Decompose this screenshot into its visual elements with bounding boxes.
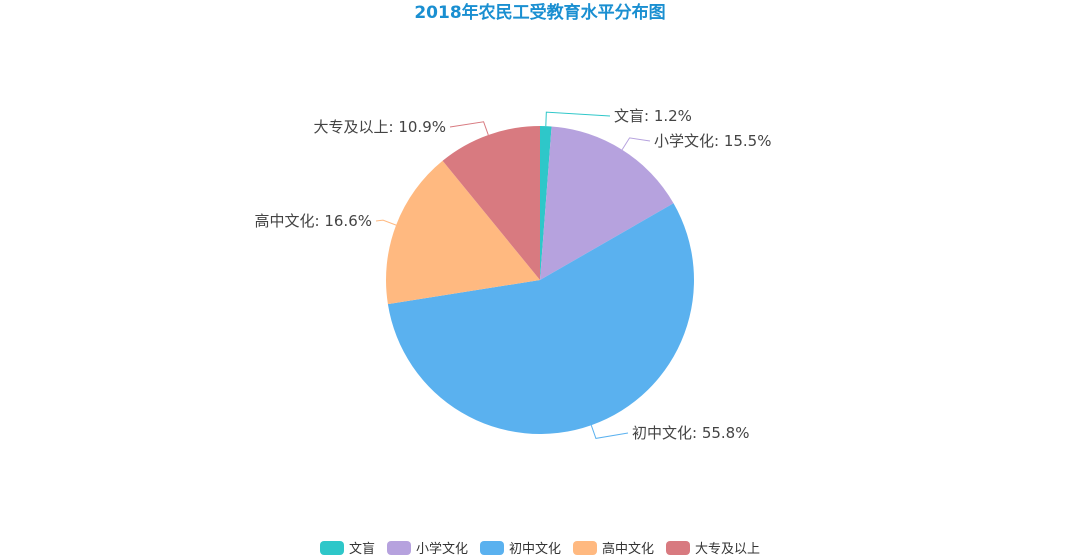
legend-item-junior[interactable]: 初中文化 bbox=[479, 538, 561, 557]
legend-label: 大专及以上 bbox=[695, 542, 761, 557]
leader-line bbox=[375, 219, 397, 226]
legend-item-primary[interactable]: 小学文化 bbox=[386, 538, 468, 557]
legend-swatch-icon bbox=[479, 540, 504, 555]
leader-line bbox=[621, 137, 651, 150]
legend-label: 文盲 bbox=[348, 542, 375, 557]
slice-label: 高中文化: 16.6% bbox=[255, 212, 372, 230]
pie-slice[interactable] bbox=[386, 160, 540, 305]
legend-item-senior[interactable]: 高中文化 bbox=[573, 538, 654, 557]
pie-slice[interactable] bbox=[540, 126, 674, 280]
leader-line bbox=[590, 425, 629, 439]
legend-label: 初中文化 bbox=[508, 542, 561, 557]
slice-label: 小学文化: 15.5% bbox=[654, 132, 771, 150]
legend-item-wenmang[interactable]: 文盲 bbox=[319, 538, 375, 557]
legend-label: 高中文化 bbox=[602, 542, 655, 557]
legend-swatch-icon bbox=[666, 540, 691, 555]
pie-slice[interactable] bbox=[442, 126, 540, 280]
chart-title: 2018年农民工受教育水平分布图 bbox=[414, 3, 666, 23]
legend-label: 小学文化 bbox=[415, 542, 468, 557]
legend-swatch-icon bbox=[319, 540, 344, 555]
slice-label: 大专及以上: 10.9% bbox=[314, 118, 446, 136]
slice-label: 文盲: 1.2% bbox=[614, 107, 692, 125]
pie-slice[interactable] bbox=[540, 126, 552, 280]
legend-swatch-icon bbox=[573, 540, 597, 555]
leader-line bbox=[545, 111, 611, 127]
pie-slice[interactable] bbox=[387, 203, 694, 434]
legend-swatch-icon bbox=[386, 540, 411, 555]
slice-label: 初中文化: 55.8% bbox=[632, 424, 749, 442]
legend: 文盲 小学文化 初中文化 高中文化 大专及以上 bbox=[0, 538, 1080, 557]
leader-line bbox=[449, 121, 489, 136]
legend-item-college[interactable]: 大专及以上 bbox=[666, 538, 760, 557]
